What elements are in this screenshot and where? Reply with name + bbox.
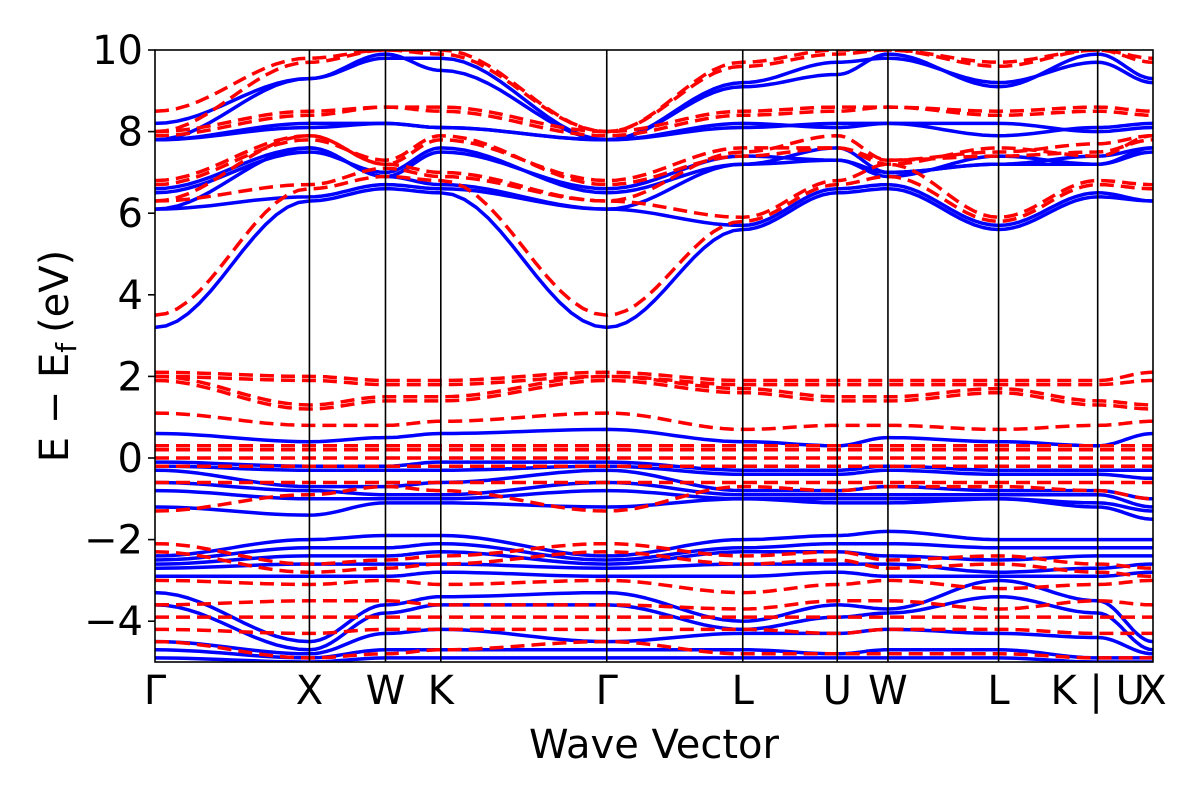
solid-band-9 xyxy=(155,427,1153,448)
dashed-band-2 xyxy=(155,133,1153,203)
y-axis-label-unit: (eV) xyxy=(32,250,78,333)
x-tick-label-7: W xyxy=(868,668,908,714)
solid-band-16 xyxy=(155,529,1153,558)
x-tick-label-10: X xyxy=(1139,668,1166,714)
plot-frame xyxy=(154,49,1154,663)
x-tick-label-3: K xyxy=(428,668,456,714)
solid-band-0 xyxy=(155,186,1153,330)
band-lines xyxy=(155,50,1153,662)
x-tick-label-0: Γ xyxy=(144,668,167,714)
dashed-band-13 xyxy=(155,411,1153,432)
dashed-band-4 xyxy=(155,133,1153,183)
x-tick-label-9: K | U xyxy=(1050,668,1144,714)
high-symmetry-lines xyxy=(308,50,1099,662)
dashed-band-8 xyxy=(155,50,1153,134)
solid-band-4 xyxy=(155,146,1153,191)
y-axis-label: E − Ef (eV) xyxy=(32,250,83,463)
x-tick-label-1: X xyxy=(296,668,323,714)
x-tick-label-6: U xyxy=(823,668,852,714)
y-axis-label-subscript: f xyxy=(50,342,83,353)
x-tick-label-5: L xyxy=(732,668,755,714)
y-tick-label-1: −2 xyxy=(84,518,143,564)
y-tick-label-6: 8 xyxy=(118,110,143,156)
y-tick-label-2: 0 xyxy=(118,436,143,482)
x-tick-label-2: W xyxy=(366,668,406,714)
dashed-band-3 xyxy=(155,133,1153,187)
y-tick-label-3: 2 xyxy=(118,354,143,400)
y-axis-label-main: E − E xyxy=(32,353,78,463)
x-tick-label-8: L xyxy=(987,668,1010,714)
x-tick-label-4: Γ xyxy=(596,668,619,714)
y-tick-label-5: 6 xyxy=(118,191,143,237)
dashed-band-0 xyxy=(155,174,1153,317)
y-tick-label-0: −4 xyxy=(84,599,143,645)
y-tick-label-4: 4 xyxy=(118,273,143,319)
x-axis-label: Wave Vector xyxy=(529,722,780,768)
solid-band-15 xyxy=(155,497,1153,521)
y-axis: −4 −2 0 2 4 6 8 10 xyxy=(84,28,155,645)
y-tick-label-7: 10 xyxy=(92,28,143,74)
